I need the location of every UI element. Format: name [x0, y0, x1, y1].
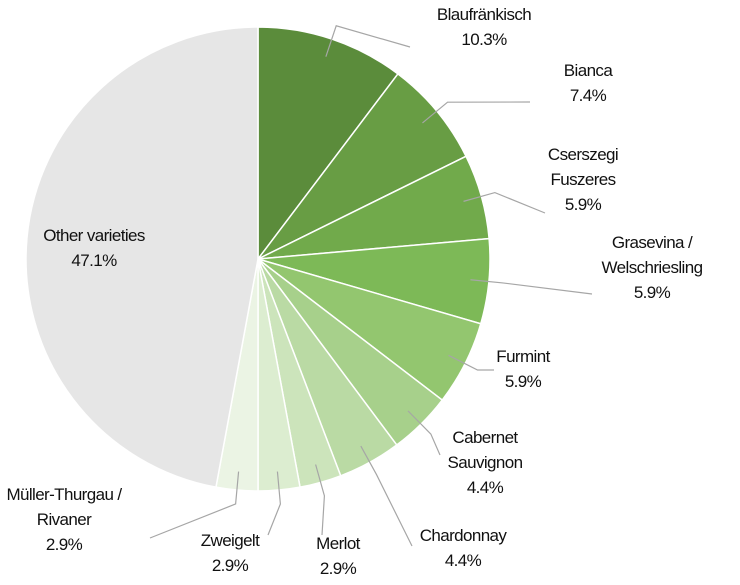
label-line: Bianca	[564, 61, 614, 80]
category-label: Chardonnay	[420, 526, 508, 545]
value-label: 2.9%	[212, 556, 249, 575]
leader-line	[149, 471, 240, 539]
value-label: 2.9%	[320, 559, 357, 578]
label-line: Müller-Thurgau /	[6, 485, 122, 504]
value-label: 5.9%	[634, 283, 671, 302]
value-label: 4.4%	[445, 551, 482, 570]
label-line: Other varieties	[43, 226, 145, 245]
label-line: Fuszeres	[550, 170, 615, 189]
label-line: Chardonnay	[420, 526, 508, 545]
label-line: Zweigelt	[201, 531, 260, 550]
category-label: Blaufränkisch	[437, 5, 531, 24]
label-line: Grasevina /	[612, 233, 693, 252]
leader-line	[315, 464, 326, 536]
pie-slice	[25, 26, 259, 489]
value-label: 2.9%	[46, 535, 83, 554]
leader-line	[360, 445, 413, 547]
leader-line	[325, 25, 411, 57]
category-label: Zweigelt	[201, 531, 260, 550]
label-line: Cserszegi	[548, 145, 618, 164]
value-label: 4.4%	[467, 478, 504, 497]
category-label: Cabernet Sauvignon	[448, 428, 523, 472]
label-line: Furmint	[496, 347, 550, 366]
leader-line	[422, 101, 531, 124]
label-line: Blaufränkisch	[437, 5, 531, 24]
leader-line	[470, 279, 593, 295]
leader-line	[267, 471, 281, 536]
category-label: Furmint	[496, 347, 550, 366]
value-label: 5.9%	[565, 195, 602, 214]
value-label: 10.3%	[461, 30, 507, 49]
leader-line	[448, 354, 495, 371]
value-label: 47.1%	[71, 251, 117, 270]
leader-line	[407, 410, 441, 456]
label-line: Merlot	[316, 534, 361, 553]
category-label: Other varieties	[43, 226, 145, 245]
category-label: Bianca	[564, 61, 614, 80]
label-line: Sauvignon	[448, 453, 523, 472]
label-line: Cabernet	[452, 428, 518, 447]
category-label: Merlot	[316, 534, 361, 553]
category-label: Müller-Thurgau / Rivaner	[6, 485, 122, 529]
category-label: Grasevina / Welschriesling	[602, 233, 703, 277]
value-label: 5.9%	[505, 372, 542, 391]
category-label: Cserszegi Fuszeres	[548, 145, 618, 189]
label-line: Rivaner	[37, 510, 92, 529]
value-label: 7.4%	[570, 86, 607, 105]
label-line: Welschriesling	[602, 258, 703, 277]
leader-line	[463, 191, 546, 214]
